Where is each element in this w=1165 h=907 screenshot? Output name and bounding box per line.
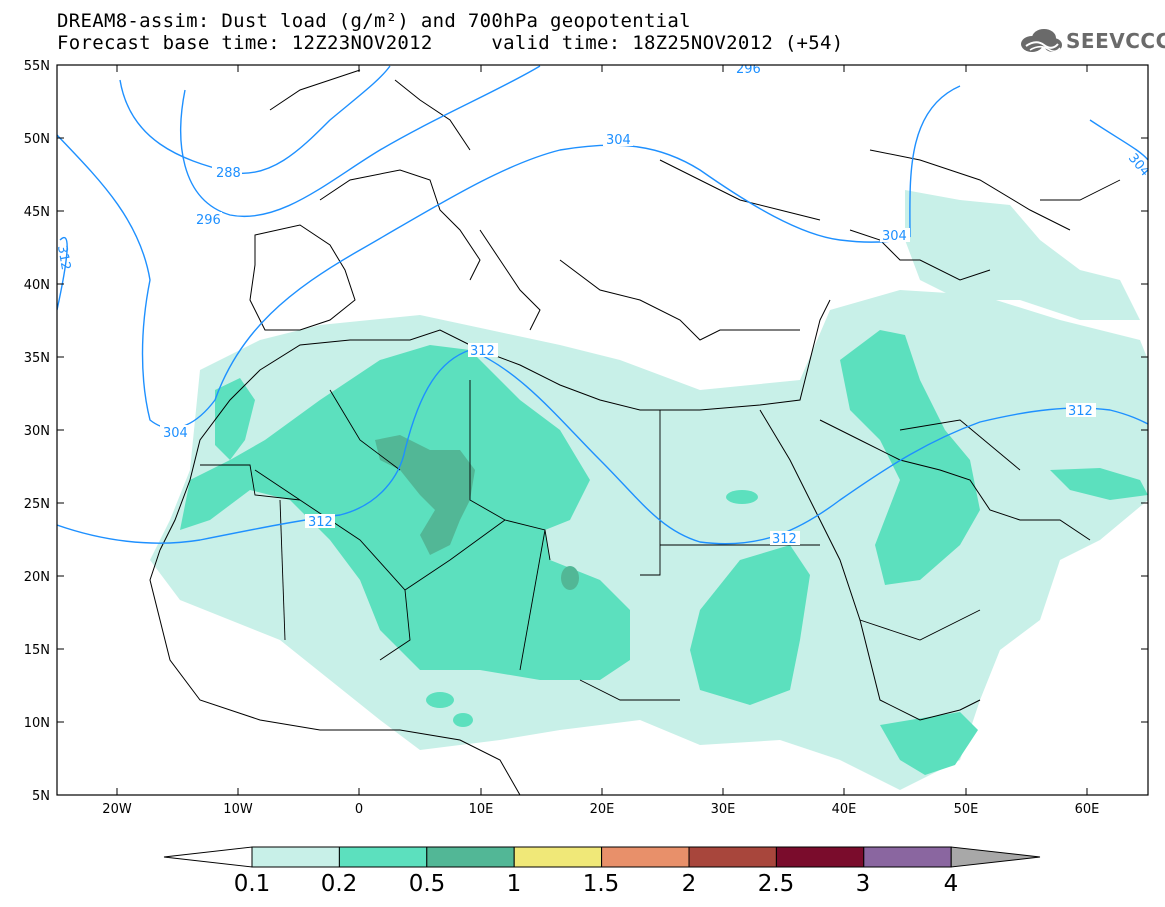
colorbar-label: 2.5 [757, 871, 795, 897]
colorbar-label: 2 [681, 871, 697, 897]
colorbar-swatch [775, 846, 865, 868]
contour-288 [119, 65, 391, 174]
colorbar-label: 0.2 [320, 871, 358, 897]
lat-label: 30N [24, 424, 50, 439]
dust-level-0-2-horn [880, 712, 978, 775]
geopotential-contours [57, 65, 1148, 545]
colorbar [163, 846, 1041, 868]
colorbar-swatch [601, 846, 690, 868]
dust-level-0-2-sudan [690, 545, 810, 705]
contour-304-west [57, 134, 911, 429]
dust-level-0-2-west [215, 378, 255, 460]
colorbar-label: 0.1 [233, 871, 271, 897]
contour-label-312-b: 312 [308, 515, 333, 530]
lon-label: 20W [102, 802, 132, 817]
contour-296-west [180, 65, 541, 218]
contour-labels: 288 296 296 304 304 304 304 312 312 312 … [54, 62, 1148, 547]
chart-title-line-1: DREAM8-assim: Dust load (g/m²) and 700hP… [57, 10, 691, 32]
longitude-axis [116, 65, 1088, 795]
lat-label: 10N [24, 716, 50, 731]
dust-level-0-5-blob [561, 566, 579, 590]
lon-label: 50E [954, 802, 979, 817]
contour-label-312-e: 312 [1068, 404, 1093, 419]
latitude-axis [57, 64, 1148, 723]
colorbar-label: 0.5 [408, 871, 446, 897]
lat-label: 25N [24, 497, 50, 512]
contour-label-296-top: 296 [736, 62, 761, 77]
colorbar-arrow-low [163, 846, 253, 868]
contour-304-ne [1089, 119, 1148, 161]
dust-level-0-2-east [1050, 468, 1148, 500]
colorbar-swatch [251, 846, 340, 868]
lat-label: 15N [24, 643, 50, 658]
lat-label: 35N [24, 351, 50, 366]
contour-label-296: 296 [196, 213, 221, 228]
dust-blob-3 [453, 713, 473, 727]
contour-312-main [57, 349, 1148, 545]
lat-label: 40N [24, 278, 50, 293]
chart-title-line-2: Forecast base time: 12Z23NOV2012 valid t… [57, 32, 844, 54]
lon-label: 10W [223, 802, 253, 817]
lon-label: 10E [469, 802, 494, 817]
lon-label: 0 [355, 802, 363, 817]
contour-label-304-b: 304 [882, 229, 907, 244]
dust-level-0-2-central [180, 345, 630, 680]
colorbar-label: 3 [855, 871, 871, 897]
dust-shading [150, 190, 1148, 790]
colorbar-label: 1.5 [582, 871, 620, 897]
cloud-icon [1021, 29, 1062, 53]
colorbar-arrow-high [950, 846, 1041, 868]
colorbar-swatch [688, 846, 777, 868]
contour-label-304-a: 304 [606, 133, 631, 148]
lon-label: 60E [1075, 802, 1100, 817]
colorbar-swatch [338, 846, 428, 868]
latitude-labels: 55N 50N 45N 40N 35N 30N 25N 20N 15N 10N … [24, 59, 50, 804]
lon-label: 20E [590, 802, 615, 817]
contour-label-312-d: 312 [772, 532, 797, 547]
seevccc-logo: SEEVCCC [1018, 27, 1165, 55]
colorbar-label: 4 [943, 871, 959, 897]
dust-level-0-1-north [905, 190, 1140, 320]
colorbar-label: 1 [506, 871, 522, 897]
colorbar-swatch [426, 846, 515, 868]
lon-label: 40E [832, 802, 857, 817]
lat-label: 50N [24, 132, 50, 147]
contour-label-304-c: 304 [163, 426, 188, 441]
contour-label-288: 288 [216, 166, 241, 181]
contour-label-312-a: 312 [54, 244, 73, 271]
colorbar-swatch [513, 846, 603, 868]
lat-label: 5N [32, 789, 50, 804]
lat-label: 20N [24, 570, 50, 585]
lon-label: 30E [711, 802, 736, 817]
contour-312-west [57, 236, 68, 311]
contour-label-312-c: 312 [470, 344, 495, 359]
country-borders [200, 179, 1121, 701]
dust-level-0-2-arabia [840, 330, 980, 585]
contour-304-east [909, 85, 961, 238]
lat-label: 55N [24, 59, 50, 74]
dust-blob-1 [726, 490, 758, 504]
colorbar-swatch [863, 846, 952, 868]
lat-label: 45N [24, 205, 50, 220]
logo-text: SEEVCCC [1066, 29, 1165, 53]
longitude-labels: 20W 10W 0 10E 20E 30E 40E 50E 60E [102, 802, 1099, 817]
dust-blob-2 [426, 692, 454, 708]
